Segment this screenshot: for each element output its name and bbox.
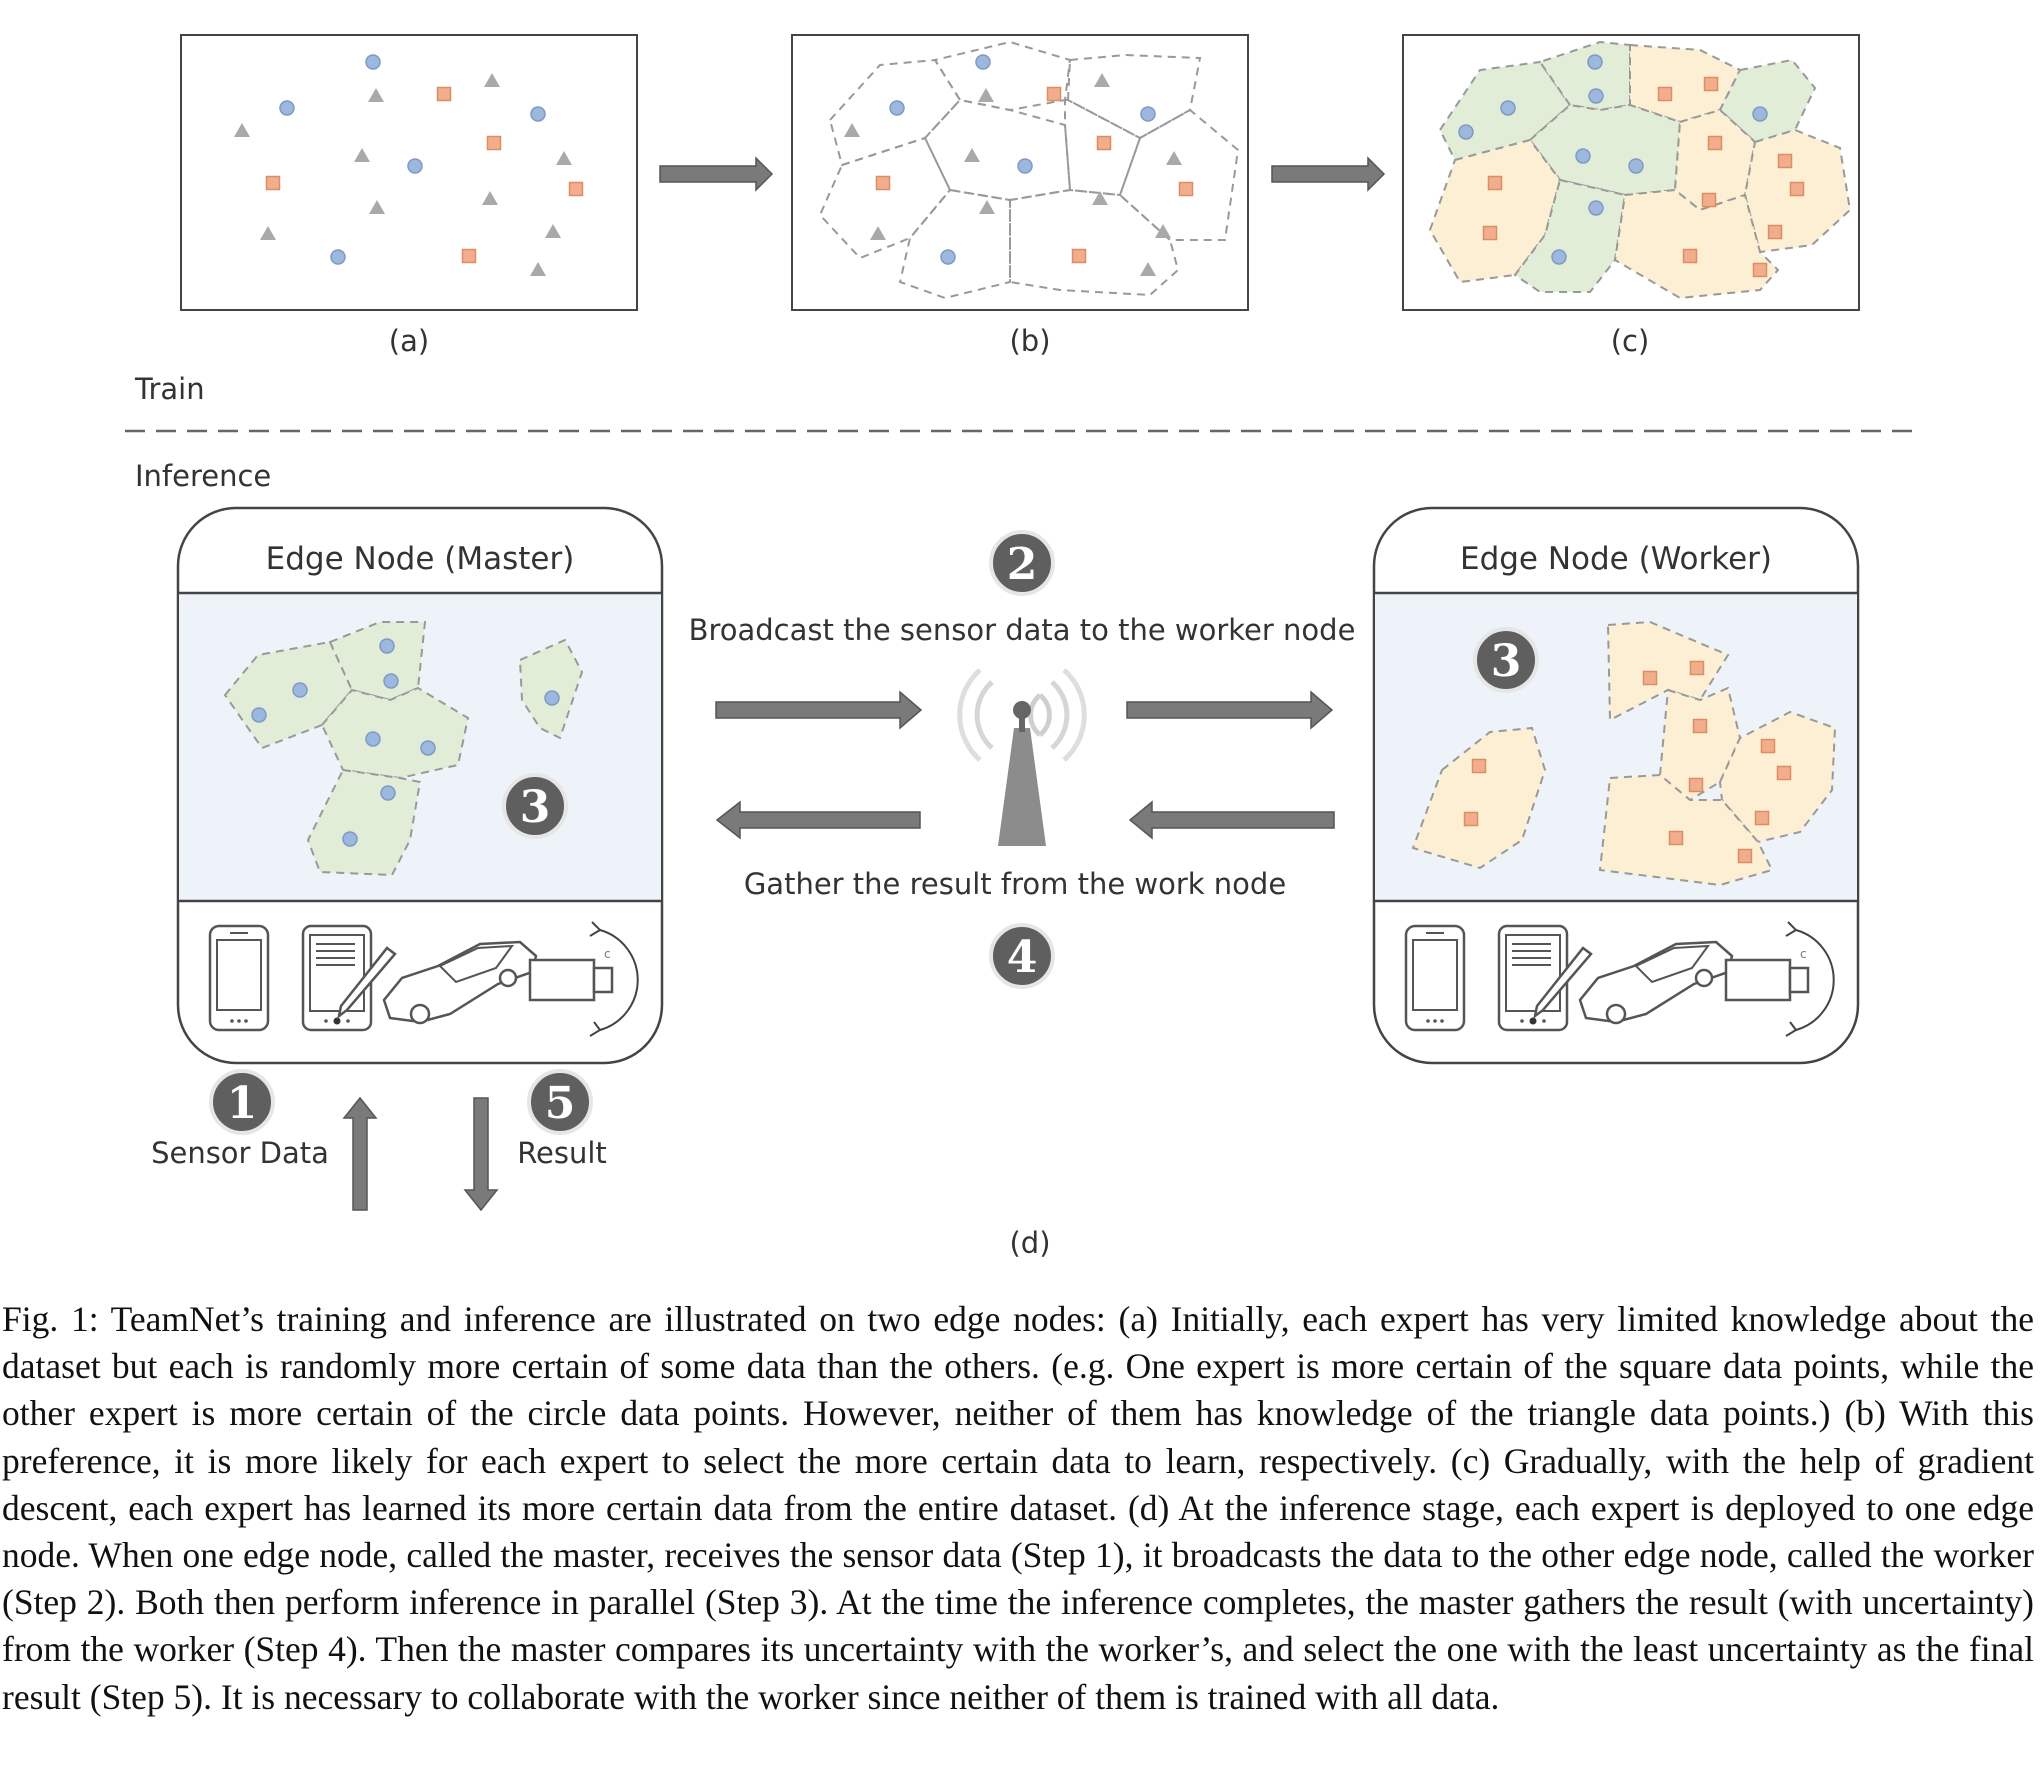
panel-b-label: (b): [1009, 324, 1050, 358]
figure-canvas: c (a): [125, 34, 1920, 1260]
panel-a: (a): [180, 34, 638, 358]
arrow-a-to-b: [659, 156, 774, 192]
inference-label: Inference: [135, 459, 271, 493]
panel-b: (b): [791, 34, 1249, 358]
gather-label: Gather the result from the work node: [744, 867, 1286, 901]
panel-c-regions: [1428, 40, 1852, 300]
gather-arrow-left: [715, 800, 921, 840]
worker-step-3-number: 3: [1491, 636, 1522, 687]
sensor-data-arrow-up: [342, 1096, 378, 1211]
result-arrow-down: [463, 1097, 499, 1212]
panel-d-label: (d): [1009, 1226, 1050, 1260]
train-label: Train: [134, 372, 205, 406]
result-label: Result: [517, 1136, 607, 1170]
figure-caption: Fig. 1: TeamNet’s training and inference…: [2, 1299, 2034, 1717]
master-node-title: Edge Node (Master): [266, 541, 575, 577]
worker-step-3: 3: [1473, 627, 1539, 693]
step-5-badge: 5: [527, 1069, 593, 1135]
step-4-number: 4: [1007, 932, 1038, 983]
broadcast-label: Broadcast the sensor data to the worker …: [689, 613, 1356, 647]
step-5-number: 5: [545, 1078, 576, 1129]
master-node: Edge Node (Master) 3: [176, 506, 664, 1065]
panel-a-frame: [180, 34, 638, 311]
step-1-number: 1: [227, 1078, 258, 1129]
step-2-number: 2: [1007, 539, 1038, 590]
worker-regions: [1411, 620, 1837, 887]
panel-c-label: (c): [1611, 324, 1650, 358]
master-step-3: 3: [502, 773, 568, 839]
panel-b-regions: [818, 40, 1240, 300]
phone-icon: [1404, 924, 1466, 1032]
sensor-data-label: Sensor Data: [151, 1136, 329, 1170]
step-4-badge: 4: [989, 923, 1055, 989]
arrow-b-to-c: [1271, 156, 1386, 192]
panel-c: (c): [1402, 34, 1860, 358]
panel-a-label: (a): [389, 324, 429, 358]
broadcast-arrow-left: [715, 690, 923, 730]
master-step-3-number: 3: [520, 782, 551, 833]
step-1-badge: 1: [209, 1069, 275, 1135]
figure-1: c (a): [125, 34, 1920, 1260]
worker-node-title: Edge Node (Worker): [1460, 541, 1772, 577]
antenna-tower-icon: [957, 668, 1087, 846]
panel-b-frame: [791, 34, 1249, 311]
step-2-badge: 2: [989, 530, 1055, 596]
phone-icon: [208, 924, 270, 1032]
worker-node: Edge Node (Worker) 3: [1372, 506, 1860, 1065]
broadcast-arrow-right: [1126, 690, 1334, 730]
gather-arrow-right: [1128, 800, 1335, 840]
